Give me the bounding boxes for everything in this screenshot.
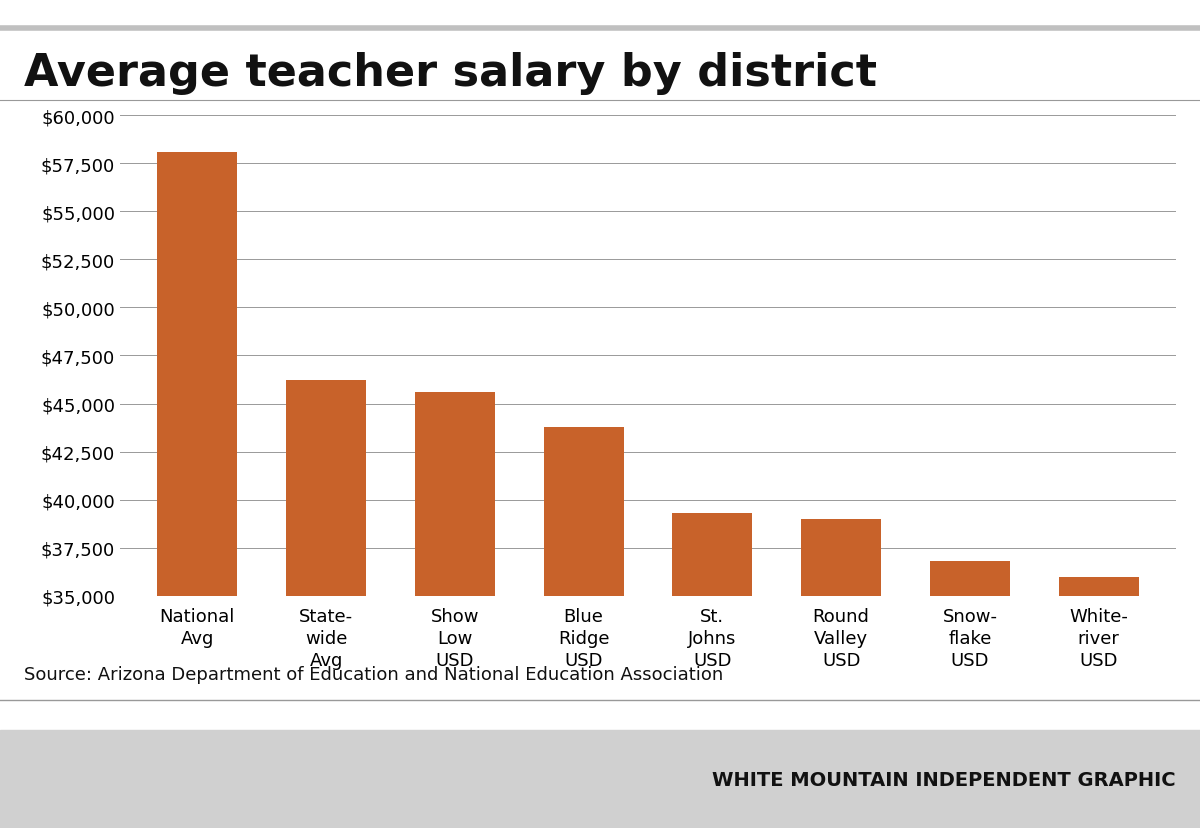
- Bar: [672, 513, 752, 828]
- Text: Source: Arizona Department of Education and National Education Association: Source: Arizona Department of Education …: [24, 665, 724, 683]
- Bar: [802, 519, 881, 828]
- Bar: [286, 381, 366, 828]
- Text: Average teacher salary by district: Average teacher salary by district: [24, 52, 877, 95]
- Bar: [930, 561, 1010, 828]
- Text: WHITE MOUNTAIN INDEPENDENT GRAPHIC: WHITE MOUNTAIN INDEPENDENT GRAPHIC: [713, 770, 1176, 788]
- Bar: [1058, 577, 1139, 828]
- Bar: [157, 152, 238, 828]
- Bar: [544, 427, 624, 828]
- Bar: [415, 392, 494, 828]
